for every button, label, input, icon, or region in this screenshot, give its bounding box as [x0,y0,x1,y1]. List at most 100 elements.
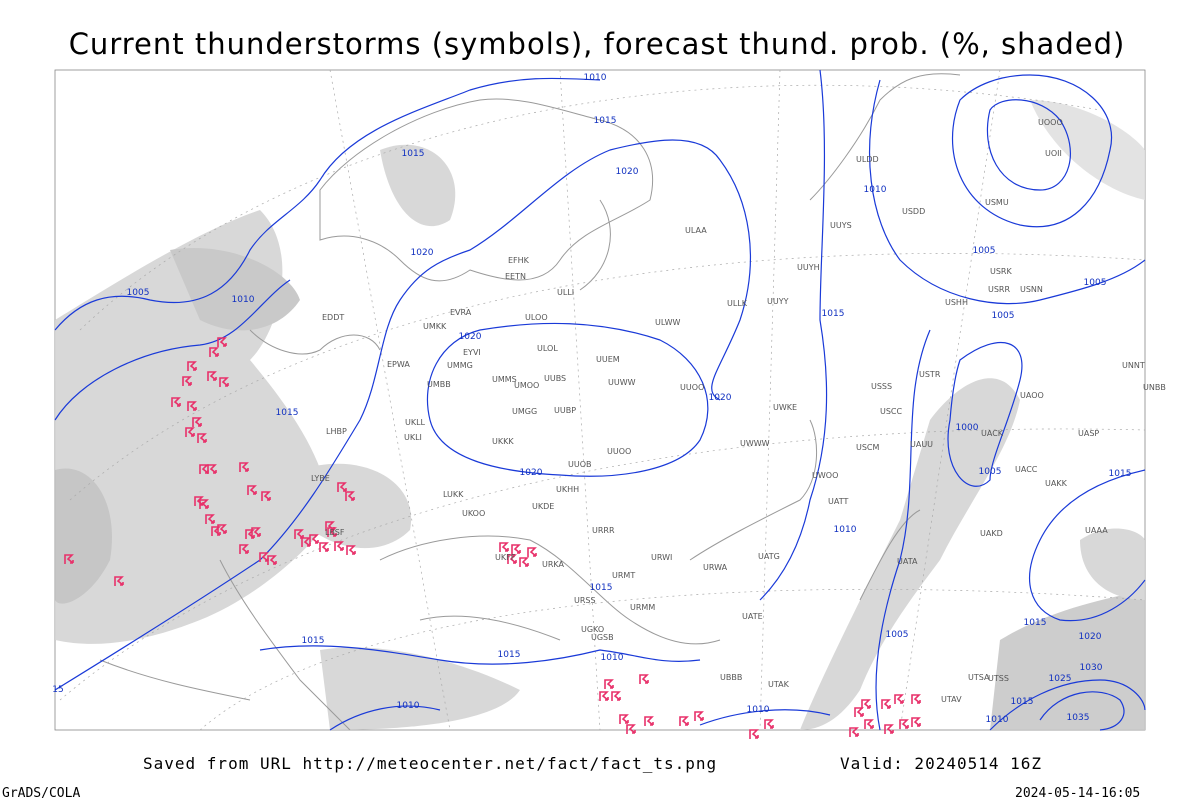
isobar-label: 1020 [520,468,543,478]
station-code: UATE [742,612,763,621]
thunderstorm-symbol [247,485,257,495]
isobar-label: 1010 [601,653,624,663]
station-code: USMU [985,198,1009,207]
thunderstorm-symbol [217,524,227,534]
station-code: UKLI [404,433,422,442]
station-code: UOOO [1038,118,1063,127]
isobar-label: 1005 [979,467,1002,477]
thunderstorm-symbol [171,397,181,407]
isobar-label: 1010 [584,73,607,83]
station-code: USSS [871,382,892,391]
station-code: UTSS [988,674,1009,683]
isobar-label: 1005 [1084,278,1107,288]
thunderstorm-symbol [267,555,277,565]
station-code: URMM [630,603,655,612]
station-code: UNNT [1122,361,1145,370]
thunderstorm-symbol [604,679,614,689]
station-code: UGKO [581,625,604,634]
station-code: URWI [651,553,672,562]
thunderstorm-symbol [217,337,227,347]
valid-time: Valid: 20240514 16Z [840,754,1042,773]
thunderstorm-symbol [219,377,229,387]
isobar-label: 1000 [956,423,979,433]
station-code: UKFF [495,553,516,562]
station-code: UTAK [768,680,790,689]
title: Current thunderstorms (symbols), forecas… [69,27,1126,61]
station-code: UUEM [596,355,620,364]
station-code: UUBS [544,374,566,383]
station-code: UMGG [512,407,537,416]
thunderstorm-symbol [187,401,197,411]
thunderstorm-symbol [251,527,261,537]
thunderstorm-symbol [199,499,209,509]
coastlines [99,73,961,731]
thunderstorm-symbol [192,417,202,427]
thunderstorm-symbol [694,711,704,721]
thunderstorm-symbol [679,716,689,726]
thunderstorm-symbol [599,691,609,701]
isobar-label: 1015 [498,650,521,660]
graticule [59,69,1146,731]
source-url: Saved from URL http://meteocenter.net/fa… [143,754,717,773]
isobar-label: 1015 [1024,618,1047,628]
thunderstorm-symbol [205,514,215,524]
thunderstorm-symbol [911,717,921,727]
thunderstorm-symbol [337,482,347,492]
station-code: UAAA [1085,526,1108,535]
isobar-label: 1010 [747,705,770,715]
station-code: UATA [897,557,918,566]
thunderstorm-symbol [611,691,621,701]
thunderstorm-symbol [884,724,894,734]
station-code: ULOL [537,344,558,353]
station-code: UMMG [447,361,473,370]
station-code: UATG [758,552,780,561]
station-code: URSS [574,596,596,605]
station-code: UUYS [830,221,852,230]
station-code: UUOB [568,460,592,469]
thunderstorm-symbol [64,554,74,564]
station-code: UUOO [607,447,631,456]
station-code: USRR [988,285,1010,294]
station-code: UASP [1078,429,1099,438]
isobar-label: 1010 [986,715,1009,725]
station-code: EETN [505,272,526,281]
station-code: USTR [919,370,941,379]
thunderstorm-symbol [319,542,329,552]
station-code: UOII [1045,149,1062,158]
thunderstorm-symbol [327,527,337,537]
station-code: USHH [945,298,968,307]
thunderstorm-symbol [849,727,859,737]
thunderstorm-symbol [507,554,517,564]
isobar-label: 1005 [973,246,996,256]
station-code: EFHK [508,256,530,265]
isobar-label: 1015 [594,116,617,126]
station-code: URMT [612,571,635,580]
station-code: UKOO [462,509,485,518]
isobar-label: 1035 [1067,713,1090,723]
thunderstorm-symbol [626,724,636,734]
station-code: URKA [542,560,565,569]
thunderstorm-symbol [182,376,192,386]
isobar-label: 1015 [590,583,613,593]
thunderstorm-symbol [881,699,891,709]
timestamp: 2024-05-14-16:05 [1015,786,1140,800]
isobar-label: 1020 [1079,632,1102,642]
station-code: URWA [703,563,728,572]
isobar-label: 1005 [886,630,909,640]
thunderstorm-symbol [209,347,219,357]
isobar-label: 1020 [709,393,732,403]
thunderstorm-symbol [764,719,774,729]
thunderstorm-symbol [239,544,249,554]
station-code: LUKK [443,490,464,499]
station-code: USNN [1020,285,1043,294]
isobar-label: 1015 [1011,697,1034,707]
thunderstorm-symbol [346,545,356,555]
station-code: UKDE [532,502,554,511]
thunderstorm-symbol [245,529,255,539]
station-code: EYVI [463,348,481,357]
station-code: UNBB [1143,383,1166,392]
station-code: UTAV [941,695,962,704]
isobar-label: 1015 [276,408,299,418]
